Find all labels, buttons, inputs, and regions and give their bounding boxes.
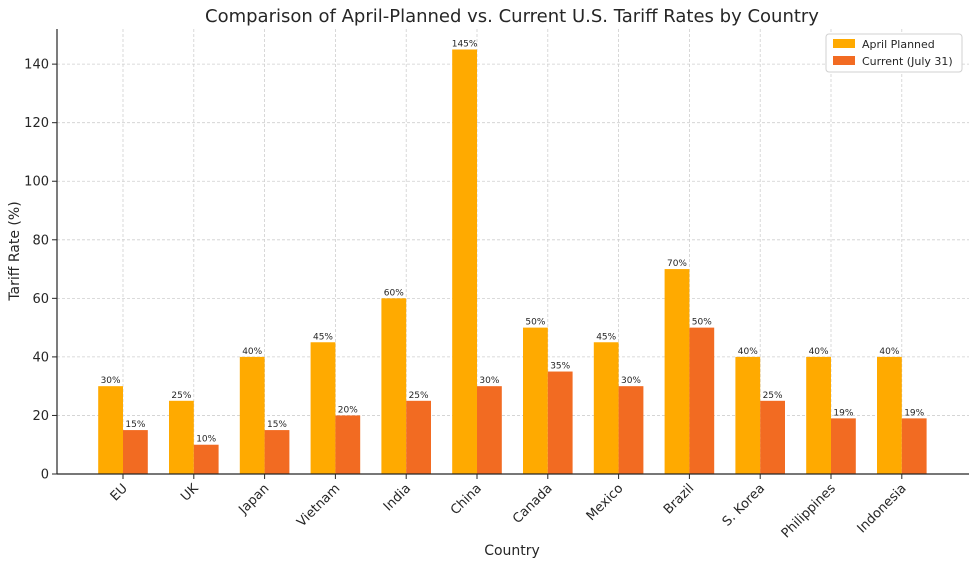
legend-swatch (833, 39, 855, 48)
bar-april-planned (452, 49, 477, 475)
y-tick-label: 140 (24, 58, 49, 73)
x-tick-label: Mexico (584, 481, 627, 524)
y-tick-label: 120 (24, 116, 49, 131)
bar-value-label: 60% (384, 288, 404, 298)
x-tick-label: China (448, 481, 485, 518)
x-tick-label: Indonesia (855, 481, 910, 536)
bar-current (831, 418, 856, 474)
bar-april-planned (877, 356, 902, 474)
bar-current (901, 418, 927, 474)
bar-value-label: 19% (833, 408, 853, 418)
bar-current (193, 444, 219, 474)
bar-current (264, 430, 290, 474)
bar-value-label: 25% (763, 391, 783, 401)
x-tick-label: Philippines (779, 481, 839, 541)
bar-value-label: 40% (879, 347, 899, 357)
bar-value-label: 10% (196, 435, 216, 445)
bar-april-planned (310, 342, 336, 474)
bar-april-planned (664, 269, 690, 474)
bar-value-label: 50% (692, 318, 712, 328)
bar-value-label: 15% (125, 420, 145, 430)
bar-april-planned (169, 400, 194, 474)
x-tick-label: S. Korea (720, 481, 768, 529)
bar-current (335, 415, 361, 474)
bar-value-label: 35% (550, 362, 570, 372)
x-tick-label: Japan (235, 481, 272, 518)
bar-value-label: 25% (409, 391, 429, 401)
bar-april-planned (98, 386, 123, 474)
x-tick-label: EU (108, 481, 131, 504)
bar-value-label: 30% (101, 376, 121, 386)
bar-value-label: 40% (242, 347, 262, 357)
x-axis-label: Country (484, 543, 540, 559)
x-tick-label: India (381, 481, 414, 514)
bar-april-planned (381, 298, 407, 474)
y-tick-label: 40 (32, 350, 49, 365)
legend: April Planned Current (July 31) (825, 33, 963, 73)
data-labels-group: 30% 25% 40% 45% 60% 145% 50% 45% 70% 40% 40% 40% 15%… (101, 39, 925, 444)
bar-april-planned (593, 342, 619, 474)
x-tick-label: Brazil (661, 481, 697, 517)
bar-current (618, 386, 644, 474)
bar-value-label: 19% (904, 408, 924, 418)
y-axis-label: Tariff Rate (%) (7, 201, 23, 301)
y-tick-label: 80 (32, 233, 49, 248)
bar-april-planned (735, 356, 761, 474)
x-tick-label: Vietnam (294, 481, 343, 530)
bar-value-label: 45% (313, 332, 333, 342)
bar-april-planned (239, 356, 265, 474)
legend-label: Current (July 31) (862, 55, 953, 68)
bar-current (760, 400, 785, 474)
y-tick-label: 100 (24, 175, 49, 190)
legend-box (825, 33, 963, 73)
legend-label: April Planned (862, 38, 935, 51)
bar-value-label: 20% (338, 405, 358, 415)
bar-current (123, 430, 148, 474)
bar-value-label: 40% (738, 347, 758, 357)
bar-value-label: 30% (479, 376, 499, 386)
bar-value-label: 50% (525, 318, 545, 328)
bar-value-label: 70% (667, 259, 687, 269)
chart-title: Comparison of April-Planned vs. Current … (205, 6, 819, 27)
bar-april-planned (523, 327, 548, 474)
bar-value-label: 30% (621, 376, 641, 386)
x-tick-label: UK (178, 481, 202, 505)
bar-current (406, 400, 431, 474)
bar-current (547, 371, 573, 474)
y-tick-label: 20 (32, 409, 49, 424)
y-tick-label: 60 (32, 292, 49, 307)
bar-value-label: 40% (809, 347, 829, 357)
bar-value-label: 25% (171, 391, 191, 401)
legend-swatch (833, 56, 855, 65)
bar-value-label: 145% (452, 39, 478, 49)
x-tick-label: Canada (510, 481, 556, 527)
bar-value-label: 15% (267, 420, 287, 430)
y-tick-label: 0 (41, 468, 49, 483)
bar-current (689, 327, 715, 474)
bar-current (477, 386, 502, 474)
bars-group (98, 49, 927, 475)
bar-value-label: 45% (596, 332, 616, 342)
bar-april-planned (806, 356, 831, 474)
